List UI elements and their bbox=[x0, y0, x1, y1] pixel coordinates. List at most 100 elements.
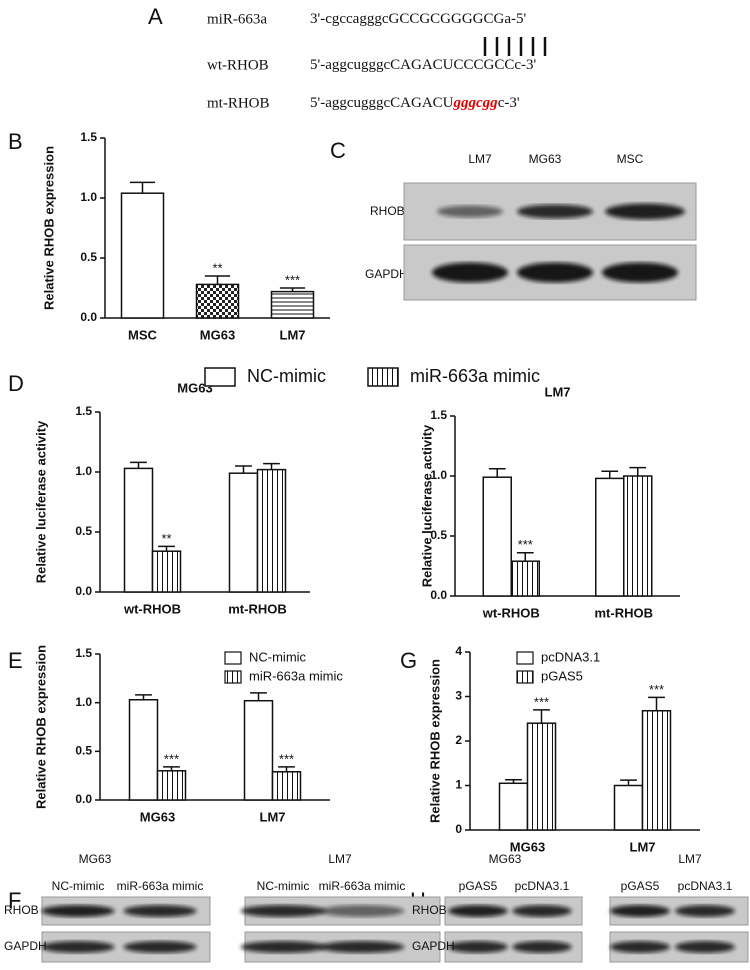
bar bbox=[228, 472, 259, 593]
error-bar bbox=[130, 461, 147, 469]
panel-letter: A bbox=[148, 4, 163, 29]
blot-band bbox=[123, 941, 197, 953]
lane-label: miR-663a mimic bbox=[319, 879, 406, 893]
bar bbox=[156, 770, 187, 801]
bar bbox=[526, 722, 557, 831]
error-bar bbox=[235, 465, 252, 474]
lane-label: pcDNA3.1 bbox=[515, 879, 570, 893]
y-tick-label: 1.0 bbox=[75, 695, 92, 709]
significance: *** bbox=[534, 694, 549, 709]
blot-band bbox=[610, 905, 670, 917]
blot-band bbox=[512, 905, 572, 917]
significance: *** bbox=[164, 751, 179, 766]
legend-swatch bbox=[367, 367, 399, 387]
sequence-part: c-3' bbox=[498, 95, 520, 111]
y-tick-label: 1.5 bbox=[80, 130, 97, 144]
legend-swatch bbox=[224, 670, 242, 684]
y-tick-label: 0 bbox=[455, 822, 462, 836]
legend-label: pcDNA3.1 bbox=[541, 649, 600, 664]
blot-band bbox=[123, 905, 197, 917]
bar bbox=[243, 699, 274, 801]
panel-letter: D bbox=[8, 371, 24, 396]
blot-band bbox=[448, 905, 508, 917]
blot-band bbox=[512, 941, 572, 953]
x-tick-label: MG63 bbox=[140, 809, 175, 824]
significance: *** bbox=[518, 537, 533, 552]
blot-band bbox=[675, 941, 735, 953]
lane-label: pGAS5 bbox=[621, 879, 660, 893]
blot-band bbox=[240, 941, 326, 953]
y-tick-label: 0.0 bbox=[75, 584, 92, 598]
sequence-name: miR-663a bbox=[207, 11, 267, 27]
sequence-part: 5'-aggcugggcCAGACUCCCGCCc-3' bbox=[310, 57, 537, 73]
legend-label: miR-663a mimic bbox=[249, 668, 343, 683]
row-label: GAPDH bbox=[365, 267, 408, 281]
error-bar bbox=[279, 287, 306, 292]
significance: ** bbox=[212, 260, 222, 275]
x-tick-label: MG63 bbox=[510, 839, 545, 854]
blot-band bbox=[41, 905, 115, 917]
lane-label: miR-663a mimic bbox=[117, 879, 204, 893]
blot-band bbox=[605, 203, 685, 220]
x-tick-label: MSC bbox=[128, 327, 158, 342]
blot-band bbox=[319, 905, 405, 917]
y-tick-label: 1.5 bbox=[75, 646, 92, 660]
row-label: GAPDH bbox=[412, 939, 455, 953]
legend-swatch bbox=[204, 367, 236, 387]
blot-band bbox=[437, 205, 503, 218]
bar bbox=[613, 784, 644, 831]
sequence: 5'-aggcugggcCAGACUCCCGCCc-3' bbox=[310, 57, 537, 73]
legend-swatch bbox=[516, 651, 534, 665]
chart-title: MG63 bbox=[177, 380, 212, 395]
panel-letter: F bbox=[8, 888, 21, 913]
y-tick-label: 0.5 bbox=[80, 250, 97, 264]
y-tick-label: 3 bbox=[455, 689, 462, 703]
bar bbox=[256, 468, 287, 593]
significance: *** bbox=[285, 272, 300, 287]
lane-label: LM7 bbox=[468, 152, 492, 166]
y-tick-label: 0.0 bbox=[430, 588, 447, 602]
sequence-name: wt-RHOB bbox=[207, 57, 269, 73]
x-tick-label: mt-RHOB bbox=[228, 601, 287, 616]
bar bbox=[641, 709, 672, 831]
x-tick-label: LM7 bbox=[630, 839, 656, 854]
y-axis-label: Relative RHOB expression bbox=[41, 146, 56, 310]
lane-label: pGAS5 bbox=[459, 879, 498, 893]
bar bbox=[510, 560, 540, 597]
sequence-part: 5'-aggcugggcCAGACU bbox=[310, 95, 454, 111]
y-tick-label: 1.5 bbox=[75, 404, 92, 418]
bar bbox=[271, 771, 302, 801]
bar bbox=[595, 477, 625, 597]
legend-label: pGAS5 bbox=[541, 668, 583, 683]
blot-band bbox=[517, 262, 593, 283]
lane-label: pcDNA3.1 bbox=[678, 879, 733, 893]
y-tick-label: 0.0 bbox=[75, 792, 92, 806]
sequence-part: 3'-cgccagggcGCCGCGGGGCGa-5' bbox=[310, 11, 526, 27]
x-tick-label: MG63 bbox=[200, 327, 235, 342]
bar bbox=[151, 550, 182, 593]
error-bar bbox=[648, 696, 665, 711]
x-tick-label: wt-RHOB bbox=[482, 605, 540, 620]
error-bar bbox=[163, 766, 180, 771]
y-axis-label: Relative luciferase activity bbox=[419, 424, 434, 587]
y-axis-label: Relative RHOB expression bbox=[427, 659, 442, 823]
bar bbox=[128, 698, 159, 801]
error-bar bbox=[263, 462, 280, 470]
significance: *** bbox=[649, 682, 664, 697]
y-tick-label: 1 bbox=[455, 778, 462, 792]
blot-band bbox=[610, 941, 670, 953]
panel-letter: E bbox=[8, 648, 23, 673]
y-axis-label: Relative luciferase activity bbox=[33, 420, 48, 583]
error-bar bbox=[516, 552, 534, 562]
error-bar bbox=[488, 468, 506, 478]
y-tick-label: 2 bbox=[455, 733, 462, 747]
y-tick-label: 4 bbox=[455, 644, 462, 658]
lane-label: MG63 bbox=[529, 152, 562, 166]
error-bar bbox=[250, 692, 267, 701]
error-bar bbox=[278, 766, 295, 772]
blot-band bbox=[602, 262, 678, 283]
bar bbox=[498, 782, 529, 831]
bar bbox=[195, 283, 240, 319]
error-bar bbox=[620, 779, 637, 786]
